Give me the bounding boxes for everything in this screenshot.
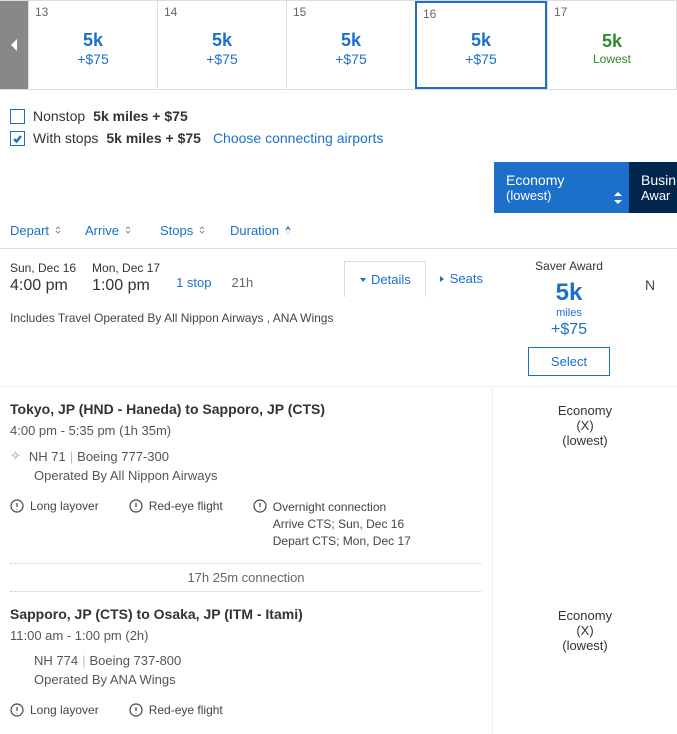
- nonstop-label: Nonstop: [33, 108, 85, 124]
- stops-count[interactable]: 1 stop: [176, 275, 211, 290]
- date-cell-16[interactable]: 165k+$75: [415, 1, 547, 89]
- select-button[interactable]: Select: [528, 347, 610, 376]
- redeye-warning: Red-eye flight: [129, 499, 223, 549]
- sort-depart[interactable]: Depart: [10, 223, 85, 238]
- sort-duration[interactable]: Duration: [230, 223, 330, 238]
- depart-time: 4:00 pm: [10, 277, 76, 295]
- sort-stops[interactable]: Stops: [160, 223, 230, 238]
- arrive-time: 1:00 pm: [92, 277, 160, 295]
- withstops-label: With stops: [33, 130, 98, 146]
- date-ribbon: 135k+$75145k+$75155k+$75165k+$75175kLowe…: [0, 0, 677, 90]
- sort-row: Depart Arrive Stops Duration: [0, 213, 677, 249]
- withstops-value: 5k miles + $75: [106, 130, 201, 146]
- segment-1: Tokyo, JP (HND - Haneda) to Sapporo, JP …: [0, 387, 492, 497]
- flight-result: Sun, Dec 16 4:00 pm Mon, Dec 17 1:00 pm …: [0, 249, 677, 387]
- long-layover-warning: Long layover: [10, 703, 99, 720]
- date-cell-14[interactable]: 145k+$75: [157, 1, 286, 89]
- flight-details: Tokyo, JP (HND - Haneda) to Sapporo, JP …: [0, 387, 677, 734]
- overnight-warning: Overnight connectionArrive CTS; Sun, Dec…: [253, 499, 411, 549]
- operated-by-note: Includes Travel Operated By All Nippon A…: [10, 311, 483, 325]
- redeye-warning: Red-eye flight: [129, 703, 223, 720]
- segment-2-warnings: Long layover Red-eye flight: [0, 701, 492, 734]
- date-cell-17[interactable]: 175kLowest: [547, 1, 676, 89]
- date-cell-13[interactable]: 135k+$75: [28, 1, 157, 89]
- cabin-business[interactable]: Busin Awar: [629, 162, 677, 213]
- depart-date: Sun, Dec 16: [10, 261, 76, 275]
- prev-dates-arrow[interactable]: [0, 1, 28, 89]
- date-cell-15[interactable]: 155k+$75: [286, 1, 415, 89]
- connection-time: 17h 25m connection: [10, 563, 482, 592]
- cabin-sort-icon[interactable]: [613, 192, 623, 207]
- segment-cabin: Economy (X) (lowest): [493, 403, 677, 448]
- segment-1-warnings: Long layover Red-eye flight Overnight co…: [0, 497, 492, 563]
- airline-icon: ✧: [10, 448, 21, 464]
- sort-arrive[interactable]: Arrive: [85, 223, 160, 238]
- long-layover-warning: Long layover: [10, 499, 99, 549]
- price-cell-next: N: [645, 249, 677, 386]
- cabin-economy[interactable]: Economy (lowest): [494, 162, 629, 213]
- details-tab[interactable]: Details: [344, 261, 426, 297]
- seats-link[interactable]: Seats: [438, 271, 483, 286]
- connecting-airports-link[interactable]: Choose connecting airports: [213, 130, 383, 146]
- cabin-header-row: Economy (lowest) Busin Awar: [0, 162, 677, 213]
- arrive-date: Mon, Dec 17: [92, 261, 160, 275]
- nonstop-checkbox[interactable]: [10, 109, 25, 124]
- duration-value: 21h: [232, 275, 254, 290]
- price-cell-economy[interactable]: Saver Award 5k miles +$75 Select: [493, 249, 645, 386]
- segment-2: Sapporo, JP (CTS) to Osaka, JP (ITM - It…: [0, 592, 492, 701]
- withstops-checkbox[interactable]: [10, 131, 25, 146]
- stop-filters: Nonstop 5k miles + $75 With stops 5k mil…: [0, 90, 677, 162]
- nonstop-value: 5k miles + $75: [93, 108, 188, 124]
- segment-cabin: Economy (X) (lowest): [493, 608, 677, 653]
